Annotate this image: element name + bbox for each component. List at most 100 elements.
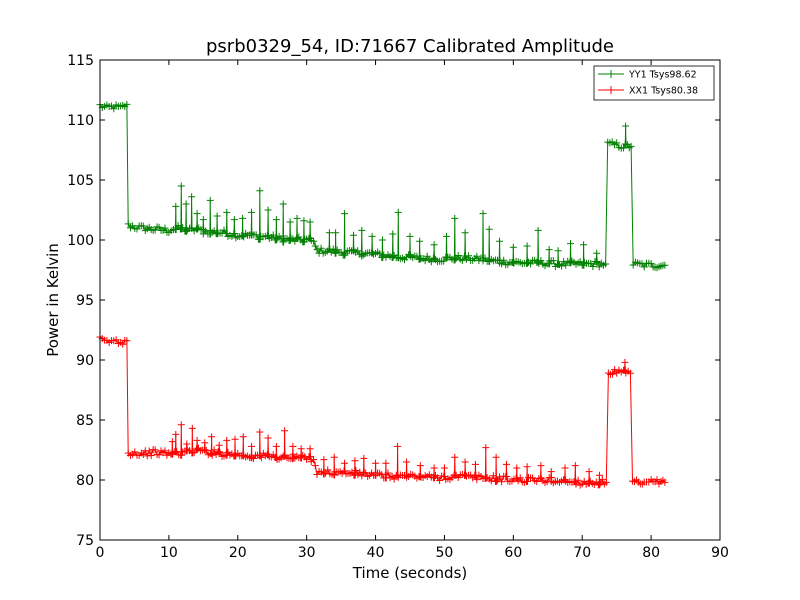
series-1-point-400	[626, 369, 634, 377]
axis-ticks: 0 10 20 30 40 50 60 70 80 90 75 80 85 90 95 100 105 110 11…	[67, 53, 729, 561]
series-0-point-325	[523, 242, 531, 250]
series-1-point-308	[498, 478, 506, 486]
series-1-point-260	[436, 476, 444, 484]
y-axis-label: Power in Kelvin	[44, 243, 62, 357]
series-0-point-134	[279, 200, 287, 208]
series-0-point-308	[498, 260, 506, 268]
series-1-point-381	[595, 471, 603, 479]
series-0-point-110	[252, 231, 260, 239]
series-1-point-296	[482, 444, 490, 452]
series-0-point-287	[473, 252, 481, 260]
y-tick-label-1: 80	[76, 473, 94, 489]
series-0-point-120	[264, 206, 272, 214]
series-0-point-48	[182, 200, 190, 208]
series-1-point-307	[496, 473, 504, 481]
series-0-point-113	[256, 187, 264, 195]
series-0-point-305	[496, 237, 504, 245]
series-0-point-6	[110, 105, 118, 113]
series-1-point-149	[289, 450, 297, 458]
series-1-point-155	[297, 445, 305, 453]
series-0-point-358	[567, 240, 575, 248]
y-tick-label-3: 90	[76, 353, 94, 369]
series-1-point-147	[289, 442, 297, 450]
series-1-point-179	[330, 453, 338, 461]
y-tick-label-0: 75	[76, 533, 94, 549]
series-1-point-172	[320, 456, 328, 464]
series-1-point-26	[151, 446, 159, 454]
legend-box	[593, 65, 715, 101]
series-0-point-53	[188, 193, 196, 201]
legend-entry-yy1: YY1 Tsys98.62	[598, 70, 697, 81]
series-0-point-354	[562, 261, 570, 269]
series-1-point-126	[264, 434, 272, 442]
series-0-point-328	[527, 260, 535, 268]
series-0-point-291	[479, 210, 487, 218]
series-1-point-162	[306, 445, 314, 453]
series-0-point-20	[139, 222, 147, 230]
series-0-point-148	[293, 234, 301, 242]
series-0-point-124	[269, 231, 277, 239]
series-0-point-60	[193, 225, 201, 233]
series-layer	[96, 100, 669, 489]
series-0-point-333	[534, 226, 542, 234]
plot-area: 0 10 20 30 40 50 60 70 80 90 75 80 85 90 95 100 105 110 11…	[67, 53, 729, 561]
series-0-point-349	[554, 247, 562, 255]
x-tick-label-8: 80	[642, 545, 660, 561]
series-1-point-280	[461, 458, 469, 466]
x-tick-label-4: 40	[367, 545, 385, 561]
series-0-point-326	[523, 259, 531, 267]
series-1-point-84	[216, 448, 224, 456]
y-tick-label-7: 110	[67, 113, 94, 129]
series-1-point-204	[360, 454, 368, 462]
series-0-point-262	[440, 257, 448, 265]
series-markers-1	[96, 333, 669, 489]
series-1-point-70	[201, 439, 209, 447]
series-0-point-37	[172, 202, 180, 210]
legend-marker-yy1	[607, 70, 615, 78]
series-0-point-178	[332, 229, 340, 237]
x-tick-label-7: 70	[573, 545, 591, 561]
series-0-point-277	[458, 257, 466, 265]
series-0-point-93	[231, 230, 239, 238]
x-tick-label-2: 20	[229, 545, 247, 561]
series-0-point-43	[177, 182, 185, 190]
series-0-point-179	[332, 249, 340, 257]
series-0-point-413	[661, 261, 669, 269]
series-0-point-159	[306, 218, 314, 226]
series-1-point-323	[516, 474, 524, 482]
x-tick-label-5: 50	[436, 545, 454, 561]
x-tick-label-6: 60	[504, 545, 522, 561]
series-0-point-70	[206, 196, 214, 204]
series-1-point-300	[487, 477, 495, 485]
legend-marker-xx1	[607, 86, 615, 94]
series-0-point-382	[602, 260, 610, 268]
series-0-point-213	[376, 250, 384, 258]
series-1-point-198	[352, 467, 360, 475]
series-0-point-199	[358, 226, 366, 234]
series-1-point-41	[172, 430, 180, 438]
series-0-point-147	[293, 214, 301, 222]
series-1-point-220	[382, 459, 390, 467]
legend-label-xx1: XX1 Tsys80.38	[629, 86, 698, 97]
series-1-point-246	[416, 462, 424, 470]
series-1-point-133	[272, 442, 280, 450]
series-1-point-320	[513, 464, 521, 472]
series-1-point-20	[139, 451, 147, 459]
series-1-point-373	[585, 468, 593, 476]
series-0-point-345	[549, 257, 557, 265]
series-1-point-328	[523, 463, 531, 471]
series-1-point-31	[161, 447, 169, 455]
series-1-point-337	[537, 462, 545, 470]
series-1-point-229	[394, 442, 402, 450]
y-tick-label-8: 115	[67, 53, 94, 69]
plot-frame-border	[99, 59, 721, 541]
x-tick-label-1: 10	[160, 545, 178, 561]
series-1-point-365	[572, 480, 580, 488]
series-1-point-58	[188, 424, 196, 432]
series-0-point-208	[368, 232, 376, 240]
series-1-point-223	[384, 469, 392, 477]
series-1	[96, 333, 669, 489]
series-1-point-47	[177, 421, 185, 429]
series-0-point-394	[622, 140, 630, 148]
series-1-point-413	[653, 476, 661, 484]
